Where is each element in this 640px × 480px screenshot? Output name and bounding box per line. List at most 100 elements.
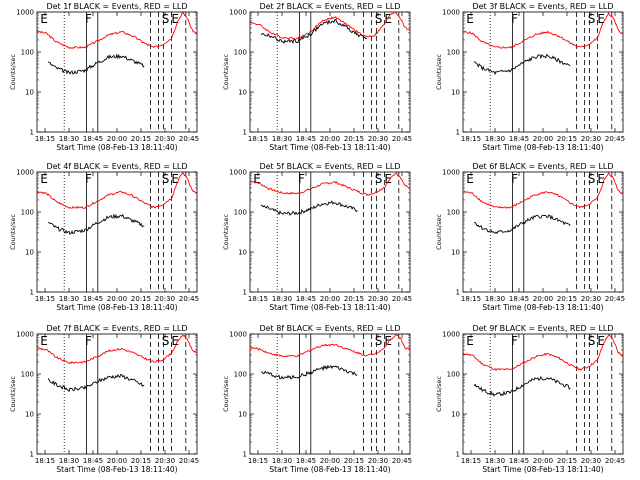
y-axis-label: Counts/sec [9,214,17,250]
lld-series-line [249,333,411,358]
lld-series-line [36,11,197,50]
x-tick-label: 18:15 [461,457,481,465]
lld-series-line [462,171,624,209]
x-tick-label: 20:00 [107,135,127,143]
y-axis-label: Counts/sec [222,214,230,250]
region-label: S [162,172,170,186]
y-tick-label: 10 [238,411,247,419]
plot-frame [249,333,411,455]
y-axis-label: Counts/sec [9,54,17,90]
events-series-line [260,200,358,216]
y-axis-label: Counts/sec [222,376,230,412]
x-tick-label: 20:30 [368,457,388,465]
y-tick-label: 10 [238,249,247,257]
x-axis-label: Start Time (08-Feb-13 18:11:40) [56,303,177,312]
y-tick-label: 1 [243,129,247,137]
y-tick-label: 1000 [442,9,460,17]
y-tick-label: 100 [21,371,34,379]
y-tick-label: 1 [243,451,247,459]
region-label: E [384,334,392,348]
x-axis-label: Start Time (08-Feb-13 18:11:40) [56,143,177,152]
plot-frame [462,333,624,455]
x-tick-label: 18:30 [485,295,505,303]
y-tick-label: 100 [234,49,247,57]
region-label: S [375,12,383,26]
region-label: E [597,334,605,348]
panel-det-1: Det 1f BLACK = Events, RED = LLD 1 10 100 10… [9,2,199,152]
x-tick-label: 18:15 [461,135,481,143]
y-tick-label: 10 [25,249,34,257]
x-tick-label: 18:30 [485,457,505,465]
x-tick-label: 20:00 [533,457,553,465]
x-tick-label: 20:30 [581,135,601,143]
events-series-line [261,364,358,380]
panel-title: Det 1f BLACK = Events, RED = LLD [46,2,187,11]
x-tick-label: 20:00 [533,295,553,303]
x-tick-label: 20:45 [179,457,199,465]
plot-frame [36,171,198,293]
x-tick-label: 18:15 [248,295,268,303]
region-label: E [171,334,179,348]
y-tick-label: 10 [451,411,460,419]
x-tick-label: 20:15 [557,135,577,143]
plot-frame [249,11,411,133]
lld-series-line [462,11,624,49]
x-tick-label: 18:15 [35,457,55,465]
y-tick-label: 100 [447,209,460,217]
region-label: E [40,334,48,348]
y-tick-label: 1 [456,129,460,137]
y-tick-label: 1 [243,289,247,297]
panel-det-8: Det 8f BLACK = Events, RED = LLD 1 10 100 10… [222,324,412,474]
x-tick-label: 20:15 [557,295,577,303]
region-label: E [597,172,605,186]
panel-det-2: Det 2f BLACK = Events, RED = LLD 1 10 100 10… [222,2,412,152]
y-tick-label: 1 [30,129,34,137]
region-label: E [171,12,179,26]
region-label: E [384,12,392,26]
x-tick-label: 18:30 [272,135,292,143]
y-tick-label: 10 [451,89,460,97]
region-label: F [85,334,92,348]
y-tick-label: 1000 [229,9,247,17]
y-tick-label: 1000 [442,169,460,177]
x-tick-label: 18:30 [272,457,292,465]
y-tick-label: 100 [447,371,460,379]
region-label: S [588,334,596,348]
x-tick-label: 20:00 [320,295,340,303]
plot-frame [462,171,624,293]
x-tick-label: 18:15 [35,295,55,303]
x-tick-label: 18:45 [296,457,316,465]
x-axis-label: Start Time (08-Feb-13 18:11:40) [269,303,390,312]
x-tick-label: 18:45 [83,457,103,465]
panel-title: Det 4f BLACK = Events, RED = LLD [46,162,187,171]
x-tick-label: 18:45 [509,135,529,143]
region-label: E [40,12,48,26]
y-tick-label: 10 [238,89,247,97]
y-tick-label: 1000 [16,169,34,177]
x-tick-label: 20:30 [368,295,388,303]
x-tick-label: 20:00 [320,135,340,143]
x-tick-label: 18:45 [296,135,316,143]
x-tick-label: 18:30 [59,457,79,465]
x-tick-label: 20:15 [344,457,364,465]
plot-frame [36,11,198,133]
y-tick-label: 1000 [442,331,460,339]
panel-det-3: Det 3f BLACK = Events, RED = LLD 1 10 100 10… [435,2,625,152]
events-series-line [473,53,571,76]
events-series-line [474,214,571,235]
x-tick-label: 20:15 [344,295,364,303]
x-tick-label: 20:45 [179,295,199,303]
x-tick-label: 20:00 [107,457,127,465]
region-label: F [298,172,305,186]
x-tick-label: 20:00 [533,135,553,143]
lld-series-line [36,334,198,365]
x-tick-label: 20:45 [605,457,625,465]
panel-det-6: Det 6f BLACK = Events, RED = LLD 1 10 100 10… [435,162,625,312]
y-axis-label: Counts/sec [435,54,443,90]
x-tick-label: 20:30 [581,457,601,465]
x-tick-label: 20:45 [392,135,412,143]
y-tick-label: 1 [30,451,34,459]
x-tick-label: 18:15 [35,135,55,143]
x-tick-label: 18:30 [272,295,292,303]
y-tick-label: 1000 [16,9,34,17]
